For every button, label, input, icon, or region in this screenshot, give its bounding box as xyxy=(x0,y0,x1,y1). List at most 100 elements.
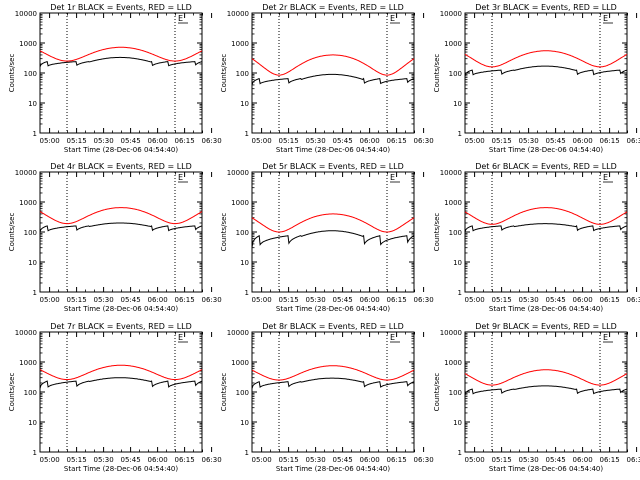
y-tick-label: 10 xyxy=(240,259,249,267)
y-tick-label: 1 xyxy=(458,130,462,138)
y-axis-label: Counts/sec xyxy=(220,54,228,93)
lld-series-line xyxy=(464,50,628,68)
lld-series-line xyxy=(251,54,415,76)
x-tick-label: 06:15 xyxy=(175,137,195,145)
y-axis-label: Counts/sec xyxy=(220,373,228,412)
chart-title: Det 2r BLACK = Events, RED = LLD xyxy=(262,3,404,12)
y-tick-label: 1 xyxy=(33,449,37,457)
y-tick-label: 100 xyxy=(24,70,37,78)
x-tick-label: 05:15 xyxy=(492,456,512,464)
x-tick-label: 05:30 xyxy=(94,137,114,145)
chart-panel-3: Det 3r BLACK = Events, RED = LLD 1 10 100 10… xyxy=(433,3,640,154)
x-tick-label: 06:00 xyxy=(360,296,380,304)
plot-frame xyxy=(39,12,203,134)
events-series-line xyxy=(39,377,203,389)
y-tick-label: 1 xyxy=(33,289,37,297)
x-tick-label: 06:00 xyxy=(573,456,593,464)
x-tick-label: 06:30 xyxy=(627,137,640,145)
y-tick-label: 1 xyxy=(458,449,462,457)
x-tick-label: 05:30 xyxy=(519,456,539,464)
x-tick-label: 06:30 xyxy=(414,296,434,304)
chart-title: Det 1r BLACK = Events, RED = LLD xyxy=(50,3,192,12)
y-axis-label: Counts/sec xyxy=(8,54,16,93)
y-axis-label: Counts/sec xyxy=(433,373,441,412)
x-tick-label: 05:45 xyxy=(121,296,141,304)
x-axis-label: Start Time (28-Dec-06 04:54:40) xyxy=(64,465,178,473)
y-tick-label: 10000 xyxy=(15,329,37,337)
y-tick-label: 1000 xyxy=(444,359,462,367)
chart-title: Det 9r BLACK = Events, RED = LLD xyxy=(475,322,617,331)
x-tick-label: 06:15 xyxy=(387,137,407,145)
y-tick-label: 10000 xyxy=(440,10,462,18)
chart-panel-2: Det 2r BLACK = Events, RED = LLD 1 10 100 10… xyxy=(220,3,434,154)
x-tick-label: 05:00 xyxy=(465,456,485,464)
x-tick-label: 05:15 xyxy=(67,137,87,145)
y-tick-label: 10000 xyxy=(440,329,462,337)
plot-frame xyxy=(39,171,203,293)
x-tick-label: 05:30 xyxy=(306,296,326,304)
y-tick-label: 1000 xyxy=(19,40,37,48)
y-tick-label: 10 xyxy=(240,100,249,108)
lld-series-line xyxy=(251,365,415,381)
plot-frame xyxy=(251,331,415,453)
x-tick-label: 05:45 xyxy=(546,456,566,464)
e-marker: E xyxy=(603,333,608,342)
x-tick-label: 05:15 xyxy=(279,296,299,304)
lld-series-line xyxy=(464,207,628,225)
lld-series-line xyxy=(39,364,203,381)
x-tick-label: 05:45 xyxy=(333,296,353,304)
x-tick-label: 05:45 xyxy=(546,137,566,145)
chart-title: Det 3r BLACK = Events, RED = LLD xyxy=(475,3,617,12)
y-tick-label: 10000 xyxy=(15,169,37,177)
x-tick-label: 05:45 xyxy=(121,456,141,464)
plot-frame xyxy=(464,12,628,134)
y-axis-label: Counts/sec xyxy=(8,373,16,412)
y-tick-label: 1000 xyxy=(231,199,249,207)
y-tick-label: 100 xyxy=(236,229,249,237)
x-axis-label: Start Time (28-Dec-06 04:54:40) xyxy=(64,146,178,154)
x-tick-label: 05:00 xyxy=(40,137,60,145)
x-axis-label: Start Time (28-Dec-06 04:54:40) xyxy=(489,305,603,313)
x-tick-label: 05:45 xyxy=(333,456,353,464)
x-axis-label: Start Time (28-Dec-06 04:54:40) xyxy=(489,146,603,154)
chart-panel-7: Det 7r BLACK = Events, RED = LLD 1 10 100 10… xyxy=(8,322,222,473)
x-tick-label: 05:15 xyxy=(279,137,299,145)
y-axis-label: Counts/sec xyxy=(8,213,16,252)
e-marker: E xyxy=(390,14,395,23)
lld-series-line xyxy=(464,369,628,386)
x-tick-label: 05:30 xyxy=(94,296,114,304)
lld-series-line xyxy=(39,46,203,62)
y-tick-label: 100 xyxy=(24,229,37,237)
chart-title: Det 6r BLACK = Events, RED = LLD xyxy=(475,162,617,171)
y-tick-label: 1000 xyxy=(231,40,249,48)
y-tick-label: 10 xyxy=(28,419,37,427)
x-tick-label: 05:00 xyxy=(465,137,485,145)
plot-frame xyxy=(39,331,203,453)
x-tick-label: 05:15 xyxy=(67,296,87,304)
y-tick-label: 10 xyxy=(453,419,462,427)
plot-frame xyxy=(464,171,628,293)
x-tick-label: 05:45 xyxy=(333,137,353,145)
x-tick-label: 06:00 xyxy=(148,456,168,464)
y-tick-label: 100 xyxy=(449,229,462,237)
x-tick-label: 06:00 xyxy=(360,137,380,145)
x-tick-label: 05:45 xyxy=(546,296,566,304)
y-tick-label: 1000 xyxy=(19,359,37,367)
events-series-line xyxy=(464,385,628,396)
x-tick-label: 05:00 xyxy=(465,296,485,304)
y-tick-label: 1 xyxy=(458,289,462,297)
y-tick-label: 10000 xyxy=(227,329,249,337)
x-tick-label: 06:00 xyxy=(573,296,593,304)
x-tick-label: 05:00 xyxy=(40,296,60,304)
lld-series-line xyxy=(39,207,203,225)
x-tick-label: 06:30 xyxy=(627,296,640,304)
e-marker: E xyxy=(603,14,608,23)
chart-title: Det 4r BLACK = Events, RED = LLD xyxy=(50,162,192,171)
y-tick-label: 1 xyxy=(245,449,249,457)
x-tick-label: 06:30 xyxy=(202,456,222,464)
x-tick-label: 06:30 xyxy=(414,456,434,464)
x-tick-label: 06:00 xyxy=(573,137,593,145)
y-axis-label: Counts/sec xyxy=(220,213,228,252)
